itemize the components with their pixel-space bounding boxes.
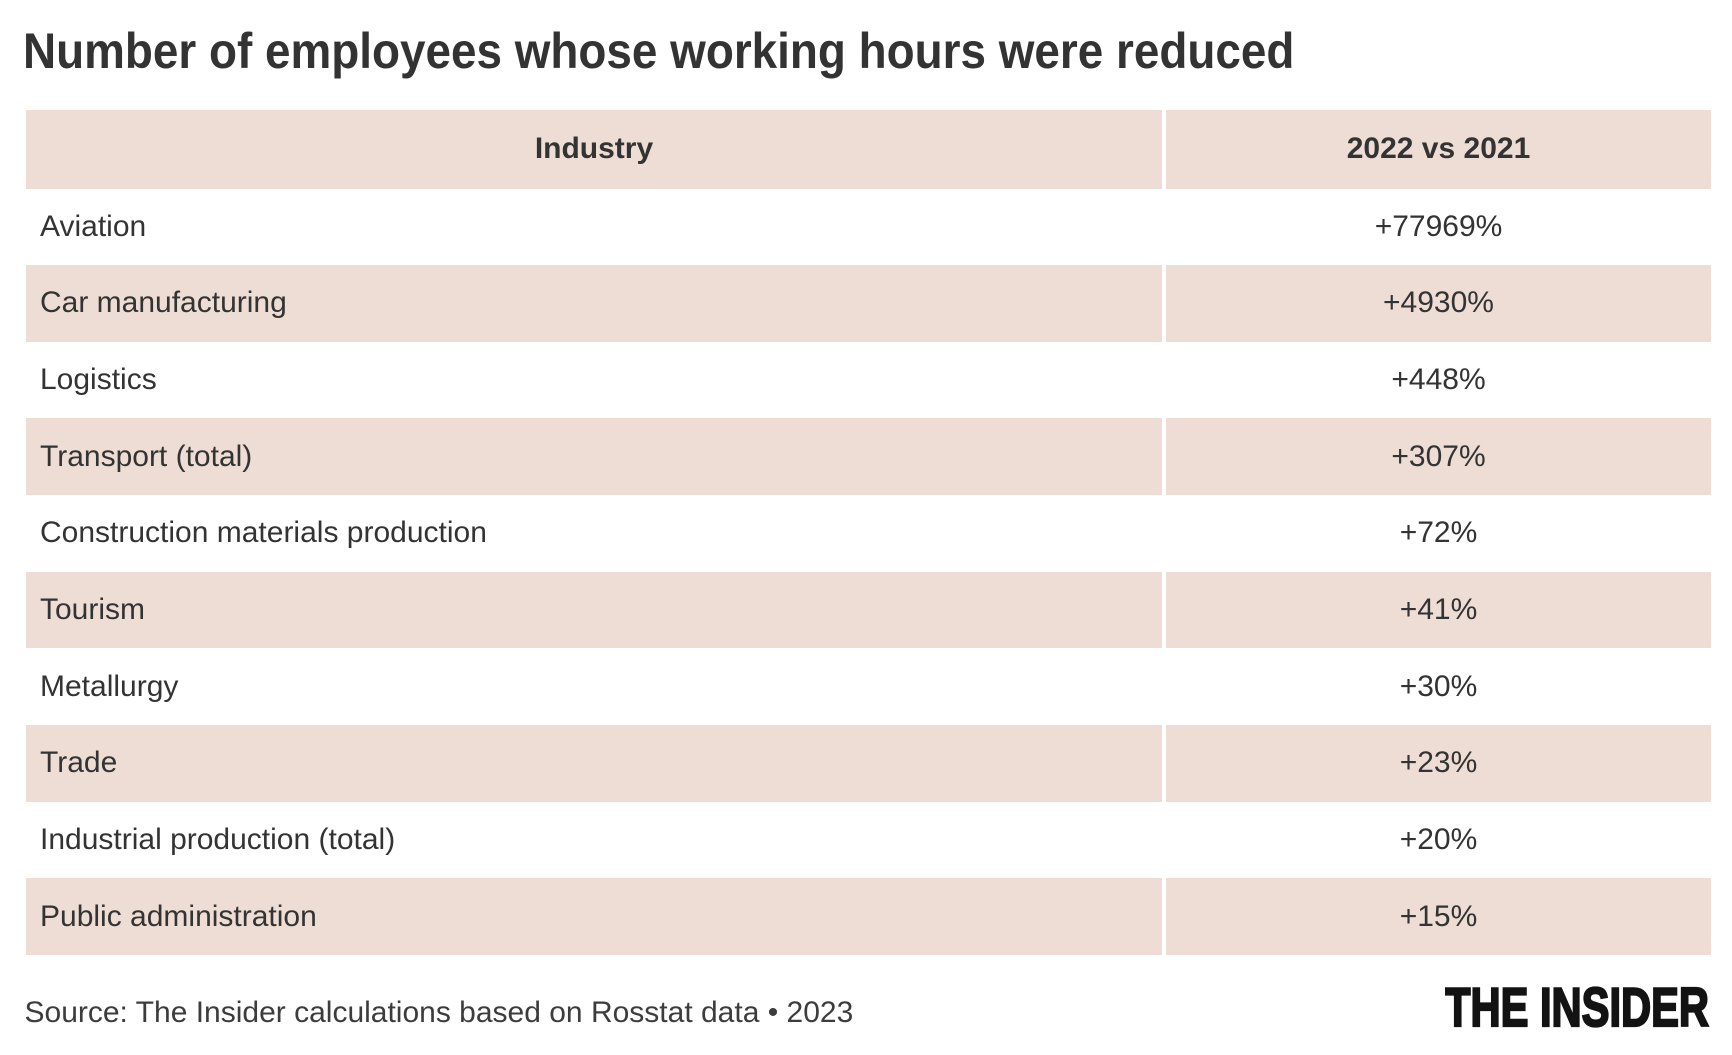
svg-text:THE INSIDER: THE INSIDER	[1445, 986, 1709, 1032]
